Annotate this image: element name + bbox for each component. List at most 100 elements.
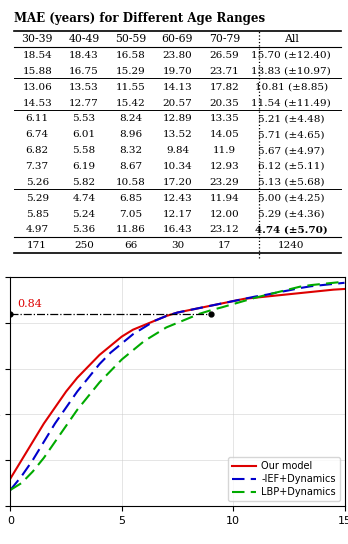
- Text: 66: 66: [124, 240, 137, 250]
- -IEF+Dynamics: [164, 313, 168, 319]
- Text: 5.58: 5.58: [72, 146, 95, 155]
- Text: 250: 250: [74, 240, 94, 250]
- Text: 11.55: 11.55: [116, 83, 145, 91]
- Our model: [198, 305, 202, 311]
- Text: 8.32: 8.32: [119, 146, 142, 155]
- Text: 10.58: 10.58: [116, 178, 145, 187]
- Our model: [276, 292, 280, 299]
- Our model: [264, 293, 269, 300]
- Text: 0.84: 0.84: [17, 299, 42, 309]
- Text: 4.74 (±5.70): 4.74 (±5.70): [255, 225, 327, 234]
- Our model: [298, 290, 302, 296]
- LBP+Dynamics: [320, 281, 324, 287]
- Text: 26.59: 26.59: [209, 51, 239, 60]
- -IEF+Dynamics: [131, 331, 135, 337]
- LBP+Dynamics: [109, 368, 113, 374]
- Line: LBP+Dynamics: LBP+Dynamics: [10, 282, 345, 490]
- Text: 5.21 (±4.48): 5.21 (±4.48): [258, 114, 324, 123]
- Text: 30-39: 30-39: [22, 34, 53, 44]
- LBP+Dynamics: [153, 331, 157, 337]
- Text: 6.11: 6.11: [26, 114, 49, 123]
- Our model: [287, 291, 291, 298]
- -IEF+Dynamics: [320, 282, 324, 288]
- LBP+Dynamics: [8, 487, 13, 493]
- Text: 7.05: 7.05: [119, 209, 142, 219]
- Text: 9.84: 9.84: [166, 146, 189, 155]
- Text: 23.80: 23.80: [163, 51, 192, 60]
- Text: 40-49: 40-49: [68, 34, 100, 44]
- LBP+Dynamics: [64, 423, 68, 429]
- -IEF+Dynamics: [209, 302, 213, 309]
- -IEF+Dynamics: [331, 281, 335, 287]
- Text: 8.96: 8.96: [119, 130, 142, 139]
- Text: 17.82: 17.82: [209, 83, 239, 91]
- Text: 12.43: 12.43: [163, 194, 192, 203]
- LBP+Dynamics: [175, 319, 180, 326]
- Text: All: All: [284, 34, 299, 44]
- -IEF+Dynamics: [342, 280, 347, 286]
- LBP+Dynamics: [309, 282, 313, 288]
- LBP+Dynamics: [276, 289, 280, 295]
- Text: 6.82: 6.82: [26, 146, 49, 155]
- Our model: [342, 286, 347, 292]
- Text: 8.24: 8.24: [119, 114, 142, 123]
- Our model: [175, 310, 180, 316]
- Text: 5.29: 5.29: [26, 194, 49, 203]
- LBP+Dynamics: [75, 406, 79, 413]
- -IEF+Dynamics: [153, 317, 157, 324]
- LBP+Dynamics: [287, 286, 291, 293]
- -IEF+Dynamics: [287, 287, 291, 294]
- -IEF+Dynamics: [19, 473, 24, 479]
- Our model: [209, 302, 213, 309]
- -IEF+Dynamics: [120, 340, 124, 347]
- Text: 14.05: 14.05: [209, 130, 239, 139]
- Text: 12.89: 12.89: [163, 114, 192, 123]
- Our model: [253, 294, 258, 301]
- Text: 5.82: 5.82: [72, 178, 95, 187]
- Our model: [53, 404, 57, 411]
- Our model: [42, 421, 46, 427]
- -IEF+Dynamics: [198, 305, 202, 311]
- Text: 5.13 (±5.68): 5.13 (±5.68): [258, 178, 324, 187]
- Text: 11.54 (±11.49): 11.54 (±11.49): [251, 98, 331, 108]
- Text: 13.52: 13.52: [163, 130, 192, 139]
- Text: 6.74: 6.74: [26, 130, 49, 139]
- Text: 6.85: 6.85: [119, 194, 142, 203]
- Our model: [164, 313, 168, 319]
- Text: 5.85: 5.85: [26, 209, 49, 219]
- -IEF+Dynamics: [86, 374, 90, 381]
- LBP+Dynamics: [298, 283, 302, 290]
- Our model: [142, 322, 146, 329]
- Text: 5.24: 5.24: [72, 209, 95, 219]
- Text: 6.12 (±5.11): 6.12 (±5.11): [258, 162, 324, 171]
- Text: 16.75: 16.75: [69, 67, 99, 76]
- Text: 11.86: 11.86: [116, 225, 145, 234]
- Text: 23.12: 23.12: [209, 225, 239, 234]
- LBP+Dynamics: [242, 298, 246, 304]
- LBP+Dynamics: [253, 294, 258, 301]
- Text: 70-79: 70-79: [209, 34, 240, 44]
- Our model: [231, 298, 235, 304]
- Text: 13.83 (±10.97): 13.83 (±10.97): [251, 67, 331, 76]
- Text: MAE (years) for Different Age Ranges: MAE (years) for Different Age Ranges: [14, 12, 265, 25]
- -IEF+Dynamics: [264, 292, 269, 298]
- LBP+Dynamics: [231, 301, 235, 307]
- Our model: [331, 286, 335, 293]
- LBP+Dynamics: [19, 480, 24, 486]
- LBP+Dynamics: [97, 379, 102, 386]
- -IEF+Dynamics: [298, 285, 302, 292]
- -IEF+Dynamics: [276, 289, 280, 296]
- Text: 13.35: 13.35: [209, 114, 239, 123]
- Our model: [153, 317, 157, 324]
- Text: 8.67: 8.67: [119, 162, 142, 171]
- LBP+Dynamics: [142, 338, 146, 344]
- Text: 12.77: 12.77: [69, 98, 99, 108]
- LBP+Dynamics: [264, 292, 269, 298]
- Text: 5.67 (±4.97): 5.67 (±4.97): [258, 146, 324, 155]
- Text: 5.00 (±4.25): 5.00 (±4.25): [258, 194, 324, 203]
- Text: 6.19: 6.19: [72, 162, 95, 171]
- Text: 5.53: 5.53: [72, 114, 95, 123]
- Text: 15.29: 15.29: [116, 67, 145, 76]
- Text: 5.26: 5.26: [26, 178, 49, 187]
- Text: 18.54: 18.54: [22, 51, 52, 60]
